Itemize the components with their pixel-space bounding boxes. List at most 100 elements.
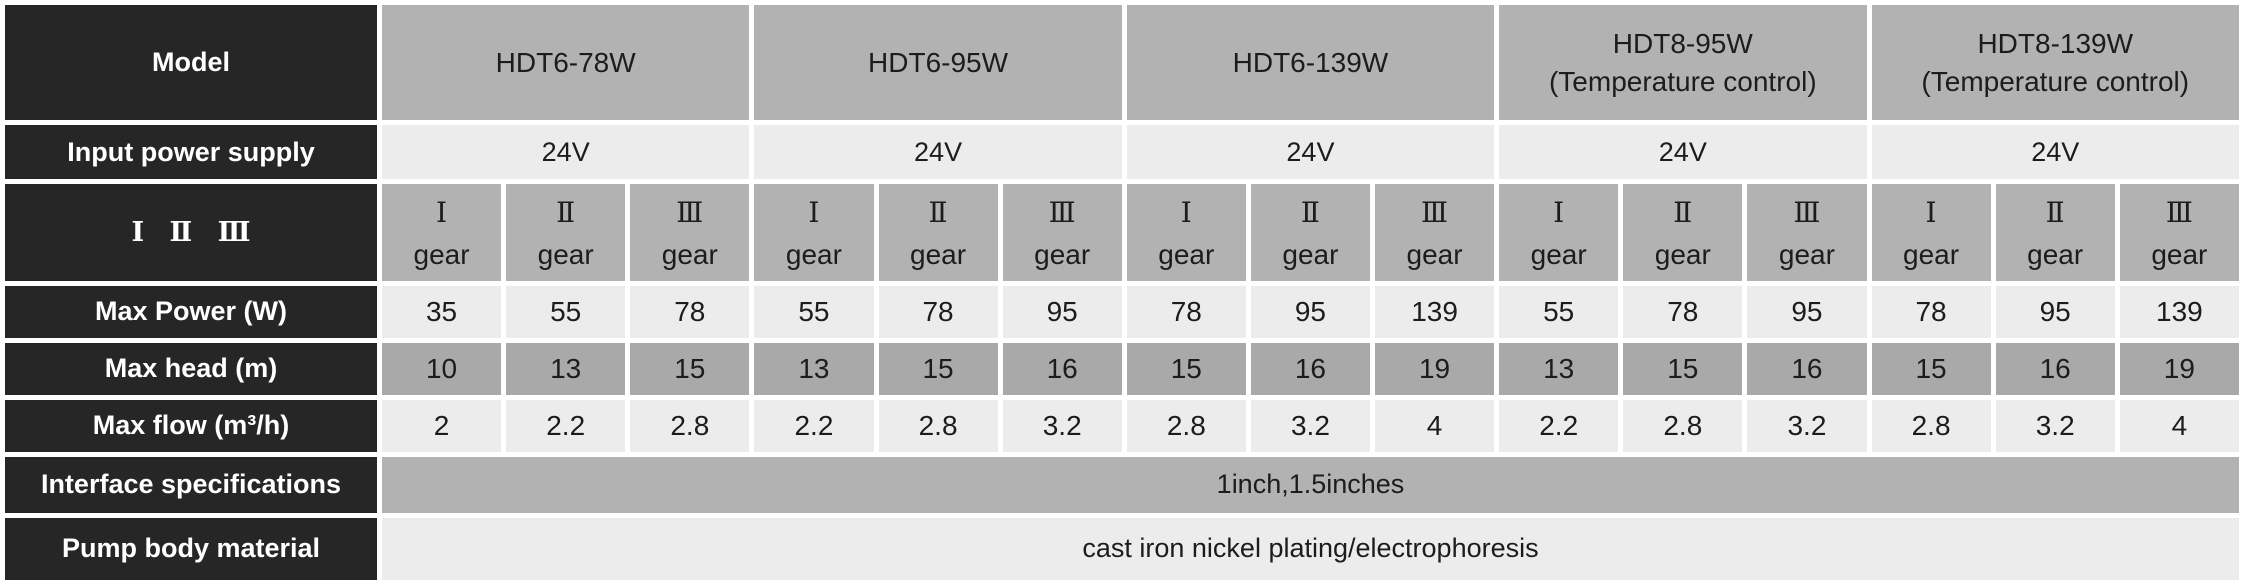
model-name-cell: HDT6-139W [1126,5,1495,121]
max-power-value: 55 [506,285,626,338]
model-name: HDT6-95W [868,46,1009,78]
gear-numeral: Ⅲ [676,195,704,229]
max-power-value: 55 [1499,285,1619,338]
model-name: HDT8-139W [1977,27,2134,59]
gear-numeral: Ⅲ [1793,195,1821,229]
gear-numeral: Ⅱ [2045,195,2065,229]
max-flow-value: 2.2 [506,399,626,452]
gear-word: gear [785,238,842,270]
max-flow-value: 2.8 [878,399,998,452]
input-power-cell: 24V [1871,125,2239,180]
max-head-value: 15 [1623,342,1743,395]
model-subname: (Temperature control) [1548,65,1817,97]
gear-word: gear [661,238,718,270]
row-label-max-power: Max Power (W) [5,285,377,338]
gear-word: gear [1778,238,1835,270]
model-name-cell: HDT6-95W [754,5,1122,121]
max-flow-value: 2.2 [1499,399,1619,452]
gear-numeral: Ⅰ [808,195,820,229]
max-flow-value: 3.2 [1250,399,1370,452]
table-row: Model HDT6-78W HDT6-95W HDT6-139W HDT8-9… [5,5,2239,121]
gear-word: gear [1158,238,1215,270]
gear-header-cell: Ⅱ gear [1250,184,1370,281]
table-row: Max Power (W) 35 55 78 55 78 95 78 95 13… [5,285,2239,338]
max-power-value: 78 [1871,285,1991,338]
gear-header-cell: Ⅲ gear [630,184,750,281]
gear-numeral: Ⅰ [1180,195,1192,229]
row-label-gears: Ⅰ Ⅱ Ⅲ [5,184,377,281]
pump-body-material-value: cast iron nickel plating/electrophoresis [382,517,2239,580]
max-head-value: 15 [1126,342,1246,395]
interface-specifications-value: 1inch,1.5inches [382,456,2239,513]
gear-numeral: Ⅱ [1673,195,1693,229]
table-row: Pump body material cast iron nickel plat… [5,517,2239,580]
max-flow-value: 4 [2119,399,2239,452]
gear-header-cell: Ⅰ gear [382,184,502,281]
max-power-value: 78 [630,285,750,338]
gear-header-cell: Ⅱ gear [1995,184,2115,281]
max-head-value: 15 [1871,342,1991,395]
gear-word: gear [1406,238,1463,270]
gear-header-cell: Ⅱ gear [1623,184,1743,281]
gear-header-cell: Ⅰ gear [1126,184,1246,281]
max-head-value: 13 [506,342,626,395]
gear-header-cell: Ⅱ gear [878,184,998,281]
gear-word: gear [1654,238,1711,270]
max-head-value: 15 [878,342,998,395]
max-power-value: 95 [1995,285,2115,338]
max-flow-value: 2.2 [754,399,874,452]
gear-numeral: Ⅱ [556,195,576,229]
max-flow-value: 2.8 [1871,399,1991,452]
gear-roman-numerals: Ⅰ Ⅱ Ⅲ [131,217,251,249]
max-flow-value: 3.2 [1747,399,1867,452]
max-flow-value: 2.8 [630,399,750,452]
max-power-value: 95 [1002,285,1122,338]
model-subname: (Temperature control) [1921,65,2190,97]
table-row: Ⅰ Ⅱ Ⅲ Ⅰ gear Ⅱ gear Ⅲ gear Ⅰ gear Ⅱ gear… [5,184,2239,281]
max-head-value: 19 [2119,342,2239,395]
table-row: Max head (m) 10 13 15 13 15 16 15 16 19 … [5,342,2239,395]
gear-numeral: Ⅱ [1300,195,1320,229]
max-power-value: 139 [1375,285,1495,338]
gear-numeral: Ⅱ [928,195,948,229]
gear-word: gear [1034,238,1091,270]
input-power-cell: 24V [1499,125,1867,180]
max-head-value: 16 [1995,342,2115,395]
max-head-value: 16 [1250,342,1370,395]
gear-numeral: Ⅲ [2165,195,2193,229]
gear-word: gear [1530,238,1587,270]
input-power-cell: 24V [382,125,750,180]
row-label-max-flow: Max flow (m³/h) [5,399,377,452]
gear-word: gear [1903,238,1960,270]
gear-numeral: Ⅲ [1048,195,1076,229]
model-name: HDT8-95W [1612,27,1753,59]
max-power-value: 78 [1623,285,1743,338]
gear-header-cell: Ⅰ gear [1499,184,1619,281]
max-power-value: 78 [1126,285,1246,338]
table-row: Input power supply 24V 24V 24V 24V 24V [5,125,2239,180]
input-power-cell: 24V [1126,125,1495,180]
max-power-value: 95 [1250,285,1370,338]
gear-word: gear [2151,238,2208,270]
model-name-cell: HDT8-95W (Temperature control) [1499,5,1867,121]
gear-word: gear [1282,238,1339,270]
gear-numeral: Ⅰ [1925,195,1937,229]
max-flow-value: 2.8 [1126,399,1246,452]
max-power-value: 139 [2119,285,2239,338]
max-flow-value: 3.2 [1002,399,1122,452]
max-head-value: 13 [1499,342,1619,395]
model-name-cell: HDT6-78W [382,5,750,121]
max-head-value: 10 [382,342,502,395]
max-flow-value: 2 [382,399,502,452]
gear-header-cell: Ⅲ gear [1375,184,1495,281]
row-label-input-power-supply: Input power supply [5,125,377,180]
row-label-model: Model [5,5,377,121]
gear-numeral: Ⅲ [1421,195,1449,229]
max-head-value: 13 [754,342,874,395]
gear-word: gear [537,238,594,270]
max-flow-value: 4 [1375,399,1495,452]
model-name: HDT6-78W [495,46,636,78]
gear-header-cell: Ⅲ gear [2119,184,2239,281]
table-row: Interface specifications 1inch,1.5inches [5,456,2239,513]
